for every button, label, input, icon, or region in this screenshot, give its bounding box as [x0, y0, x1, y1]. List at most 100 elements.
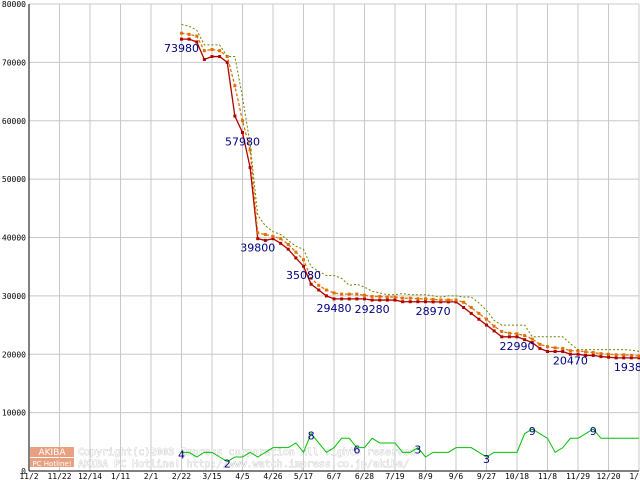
series-average-point [515, 332, 519, 336]
x-tick-labels: 11/2 11/22 12/14 1/11 2/1 2/22 3/15 4/5 4/26 5/17… [19, 472, 640, 480]
series-min-point [553, 350, 557, 354]
series-min-point [523, 338, 527, 342]
price-data-label: 29480 [317, 302, 352, 315]
x-tick-label: 11/29 [566, 472, 590, 480]
series-average-point [248, 148, 252, 152]
series-min-point [462, 306, 466, 310]
x-tick-label: 1/11 [111, 472, 130, 480]
series-min-point [347, 297, 351, 301]
series-min-point [546, 350, 549, 354]
series-min-point [233, 114, 237, 118]
grid-lines [29, 3, 640, 471]
price-data-label: 28970 [416, 305, 451, 318]
series-average-point [500, 329, 504, 333]
y-tick-label: 40000 [2, 234, 26, 243]
series-min-point [622, 356, 626, 360]
series-average-point [218, 49, 222, 53]
y-tick-label: 0 [21, 467, 26, 476]
series-min-point [538, 346, 542, 350]
series-average-point [599, 352, 603, 356]
series-average-point [485, 317, 488, 321]
series-average-point [286, 243, 290, 247]
series-min-point [180, 37, 183, 41]
series-average-point [629, 353, 633, 357]
series-average-point [477, 311, 481, 315]
series-min-point [370, 298, 374, 302]
series-min-point [378, 298, 382, 302]
series-min-point [294, 256, 298, 260]
series-average-point [309, 276, 313, 280]
series-average-point [324, 288, 328, 292]
series-min-point [324, 294, 328, 298]
price-data-label: 35080 [286, 269, 321, 282]
data-labels: 73980 57980 39800 35080 29480 29280 28970 22990… [164, 42, 640, 471]
series-average-point [317, 283, 321, 287]
series-average-point [439, 298, 443, 302]
series-average-point [294, 250, 298, 254]
series-average-point [424, 297, 427, 301]
series-min-point [530, 341, 534, 345]
series-average-point [355, 292, 359, 296]
x-tick-label: 1/17 [629, 472, 640, 480]
x-tick-label: 8/9 [418, 472, 433, 480]
x-tick-label: 2/1 [144, 472, 159, 480]
series-average-point [302, 258, 305, 262]
series-average-point [530, 337, 534, 341]
x-tick-label: 10/18 [505, 472, 529, 480]
series-min-point [477, 317, 481, 321]
series-min-point [607, 355, 610, 359]
series-average-point [546, 345, 549, 349]
x-tick-label: 11/22 [47, 472, 71, 480]
series-average-point [568, 349, 572, 353]
series-average-point [180, 31, 183, 35]
series-average-point [591, 350, 595, 354]
series-min-point [401, 300, 405, 304]
series-min-point [469, 311, 473, 315]
price-data-label: 29280 [355, 303, 390, 316]
series-average-point [263, 233, 267, 237]
series-shop-count-line [181, 428, 639, 463]
series-min-point [256, 237, 260, 241]
series-min-point [263, 238, 267, 242]
y-tick-label: 10000 [2, 409, 26, 418]
series-min-point [340, 297, 344, 301]
series-min-point [332, 297, 336, 301]
shop-count-label: 2 [224, 458, 231, 471]
series-average-point [622, 353, 626, 357]
series-average-point [523, 334, 527, 338]
series-min-point [591, 353, 595, 357]
series-min-point [241, 131, 244, 135]
series-average-point [408, 296, 412, 300]
logo-bottom-text: PC Hotline! [32, 460, 71, 468]
x-tick-label: 11/8 [538, 472, 557, 480]
series-min-point [309, 282, 313, 286]
series-min-point [302, 264, 305, 268]
x-tick-label: 6/28 [355, 472, 374, 480]
copyright-watermark: AKIBA PC Hotline! Copyright(c)2003 Impre… [30, 447, 415, 470]
series-min-point [454, 300, 458, 304]
series-min-point [576, 352, 580, 356]
series-min-point [485, 323, 488, 327]
series-average-point [340, 292, 344, 296]
series-average-point [576, 349, 580, 353]
x-tick-label: 12/14 [78, 472, 102, 480]
series-min-point [629, 356, 633, 360]
series-average-point [462, 300, 466, 304]
series-average-point [507, 331, 511, 335]
copyright-line: Copyright(c)2003 Impress corporation All… [78, 447, 415, 458]
series-min-point [363, 297, 366, 301]
series-average-point [363, 293, 366, 297]
series-average-point [553, 346, 557, 350]
series-min-point [424, 300, 427, 304]
series-min-point [195, 40, 199, 44]
price-data-label: 73980 [164, 42, 199, 55]
series-min-point [431, 300, 435, 304]
series-average-point [401, 296, 405, 300]
series-max-line [181, 23, 640, 352]
series-min-point [599, 355, 603, 359]
series-min-point [279, 241, 283, 245]
series-min-point [218, 55, 222, 59]
series-min-point [286, 247, 290, 251]
x-tick-label: 11/2 [19, 472, 38, 480]
